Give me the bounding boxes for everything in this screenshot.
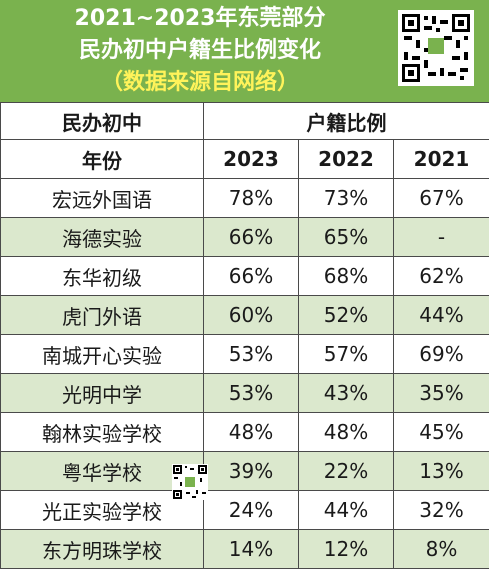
school-name: 光明中学: [0, 373, 204, 413]
header-year-2021: 2021: [393, 139, 489, 179]
ratio-2023: 60%: [203, 295, 299, 335]
ratio-2021: 13%: [393, 451, 489, 491]
table-row: 翰林实验学校 48% 48% 45%: [0, 412, 489, 452]
school-name: 东方明珠学校: [0, 529, 204, 569]
ratio-2023: 39%: [203, 451, 299, 491]
table-header-row-2: 年份 2023 2022 2021: [0, 139, 489, 179]
ratio-2022: 65%: [298, 217, 394, 257]
school-name: 翰林实验学校: [0, 412, 204, 452]
table-row: 粤华学校 39% 22% 13%: [0, 451, 489, 491]
title-line-2: 民办初中户籍生比例变化: [78, 38, 321, 63]
ratio-2022: 57%: [298, 334, 394, 374]
ratio-2022: 12%: [298, 529, 394, 569]
ratio-2022: 68%: [298, 256, 394, 296]
ratio-2022: 44%: [298, 490, 394, 530]
ratio-2021: 69%: [393, 334, 489, 374]
ratio-2023: 53%: [203, 334, 299, 374]
table-row: 宏远外国语 78% 73% 67%: [0, 178, 489, 218]
header-banner: 2021~2023年东莞部分 民办初中户籍生比例变化 （数据来源自网络）: [0, 0, 489, 102]
table-row: 海德实验 66% 65% -: [0, 217, 489, 257]
table-row: 南城开心实验 53% 57% 69%: [0, 334, 489, 374]
table-row: 光正实验学校 24% 44% 32%: [0, 490, 489, 530]
school-name: 光正实验学校: [0, 490, 204, 530]
ratio-2021: 32%: [393, 490, 489, 530]
header-year-label: 年份: [0, 139, 204, 179]
ratio-2023: 53%: [203, 373, 299, 413]
ratio-2021: -: [393, 217, 489, 257]
ratio-2021: 62%: [393, 256, 489, 296]
header-year-2022: 2022: [298, 139, 394, 179]
ratio-2022: 22%: [298, 451, 394, 491]
table-row: 东方明珠学校 14% 12% 8%: [0, 529, 489, 569]
qr-code-icon: [398, 10, 474, 86]
ratio-2022: 52%: [298, 295, 394, 335]
ratio-2023: 66%: [203, 256, 299, 296]
ratio-2021: 35%: [393, 373, 489, 413]
school-name: 虎门外语: [0, 295, 204, 335]
ratio-table: 民办初中 户籍比例 年份 2023 2022 2021 宏远外国语 78% 73…: [0, 102, 489, 569]
school-name: 海德实验: [0, 217, 204, 257]
ratio-2023: 48%: [203, 412, 299, 452]
ratio-2023: 66%: [203, 217, 299, 257]
ratio-2023: 14%: [203, 529, 299, 569]
header-school: 民办初中: [0, 102, 204, 140]
ratio-2022: 48%: [298, 412, 394, 452]
school-name: 宏远外国语: [0, 178, 204, 218]
table-row: 光明中学 53% 43% 35%: [0, 373, 489, 413]
source-note: （数据来源自网络）: [100, 70, 299, 95]
school-name: 东华初级: [0, 256, 204, 296]
ratio-2021: 44%: [393, 295, 489, 335]
ratio-2023: 24%: [203, 490, 299, 530]
table-header-row-1: 民办初中 户籍比例: [0, 102, 489, 140]
table-row: 东华初级 66% 68% 62%: [0, 256, 489, 296]
ratio-2023: 78%: [203, 178, 299, 218]
school-name: 粤华学校: [0, 451, 204, 491]
ratio-2022: 43%: [298, 373, 394, 413]
qr-code-small-icon: [172, 464, 208, 500]
header-year-2023: 2023: [203, 139, 299, 179]
ratio-2021: 45%: [393, 412, 489, 452]
header-ratio: 户籍比例: [203, 102, 489, 140]
ratio-2022: 73%: [298, 178, 394, 218]
table-row: 虎门外语 60% 52% 44%: [0, 295, 489, 335]
ratio-2021: 8%: [393, 529, 489, 569]
ratio-2021: 67%: [393, 178, 489, 218]
title-line-1: 2021~2023年东莞部分: [74, 6, 326, 31]
school-name: 南城开心实验: [0, 334, 204, 374]
